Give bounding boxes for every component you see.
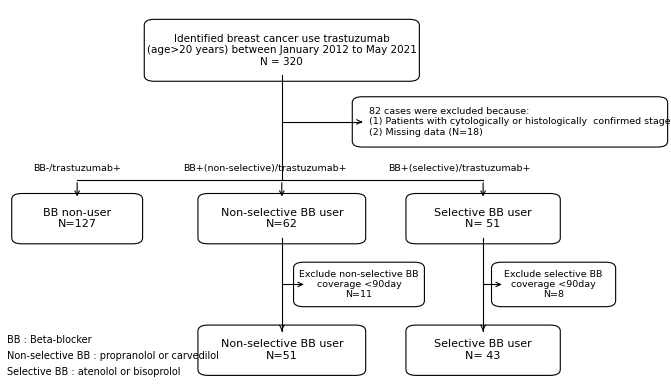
FancyBboxPatch shape [12, 194, 142, 244]
FancyBboxPatch shape [352, 97, 668, 147]
Text: Non-selective BB user
N=62: Non-selective BB user N=62 [221, 208, 343, 229]
FancyBboxPatch shape [198, 194, 366, 244]
Text: BB+(selective)/trastuzumab+: BB+(selective)/trastuzumab+ [389, 164, 531, 173]
Text: Identified breast cancer use trastuzumab
(age>20 years) between January 2012 to : Identified breast cancer use trastuzumab… [147, 34, 417, 67]
FancyBboxPatch shape [198, 325, 366, 375]
FancyBboxPatch shape [406, 194, 560, 244]
FancyBboxPatch shape [144, 19, 419, 81]
FancyBboxPatch shape [491, 262, 616, 307]
Text: Selective BB user
N= 43: Selective BB user N= 43 [434, 339, 532, 361]
Text: Non-selective BB user
N=51: Non-selective BB user N=51 [221, 339, 343, 361]
Text: BB : Beta-blocker: BB : Beta-blocker [7, 335, 91, 345]
Text: Selective BB user
N= 51: Selective BB user N= 51 [434, 208, 532, 229]
Text: Selective BB : atenolol or bisoprolol: Selective BB : atenolol or bisoprolol [7, 367, 180, 377]
Text: Exclude selective BB
coverage <90day
N=8: Exclude selective BB coverage <90day N=8 [505, 269, 603, 300]
Text: BB-/trastuzumab+: BB-/trastuzumab+ [34, 164, 121, 173]
FancyBboxPatch shape [294, 262, 425, 307]
Text: Exclude non-selective BB
coverage <90day
N=11: Exclude non-selective BB coverage <90day… [299, 269, 419, 300]
Text: BB non-user
N=127: BB non-user N=127 [43, 208, 111, 229]
Text: Non-selective BB : propranolol or carvedilol: Non-selective BB : propranolol or carved… [7, 351, 219, 361]
FancyBboxPatch shape [406, 325, 560, 375]
Text: BB+(non-selective)/trastuzumab+: BB+(non-selective)/trastuzumab+ [183, 164, 347, 173]
Text: 82 cases were excluded because:
(1) Patients with cytologically or histologicall: 82 cases were excluded because: (1) Pati… [369, 107, 671, 137]
